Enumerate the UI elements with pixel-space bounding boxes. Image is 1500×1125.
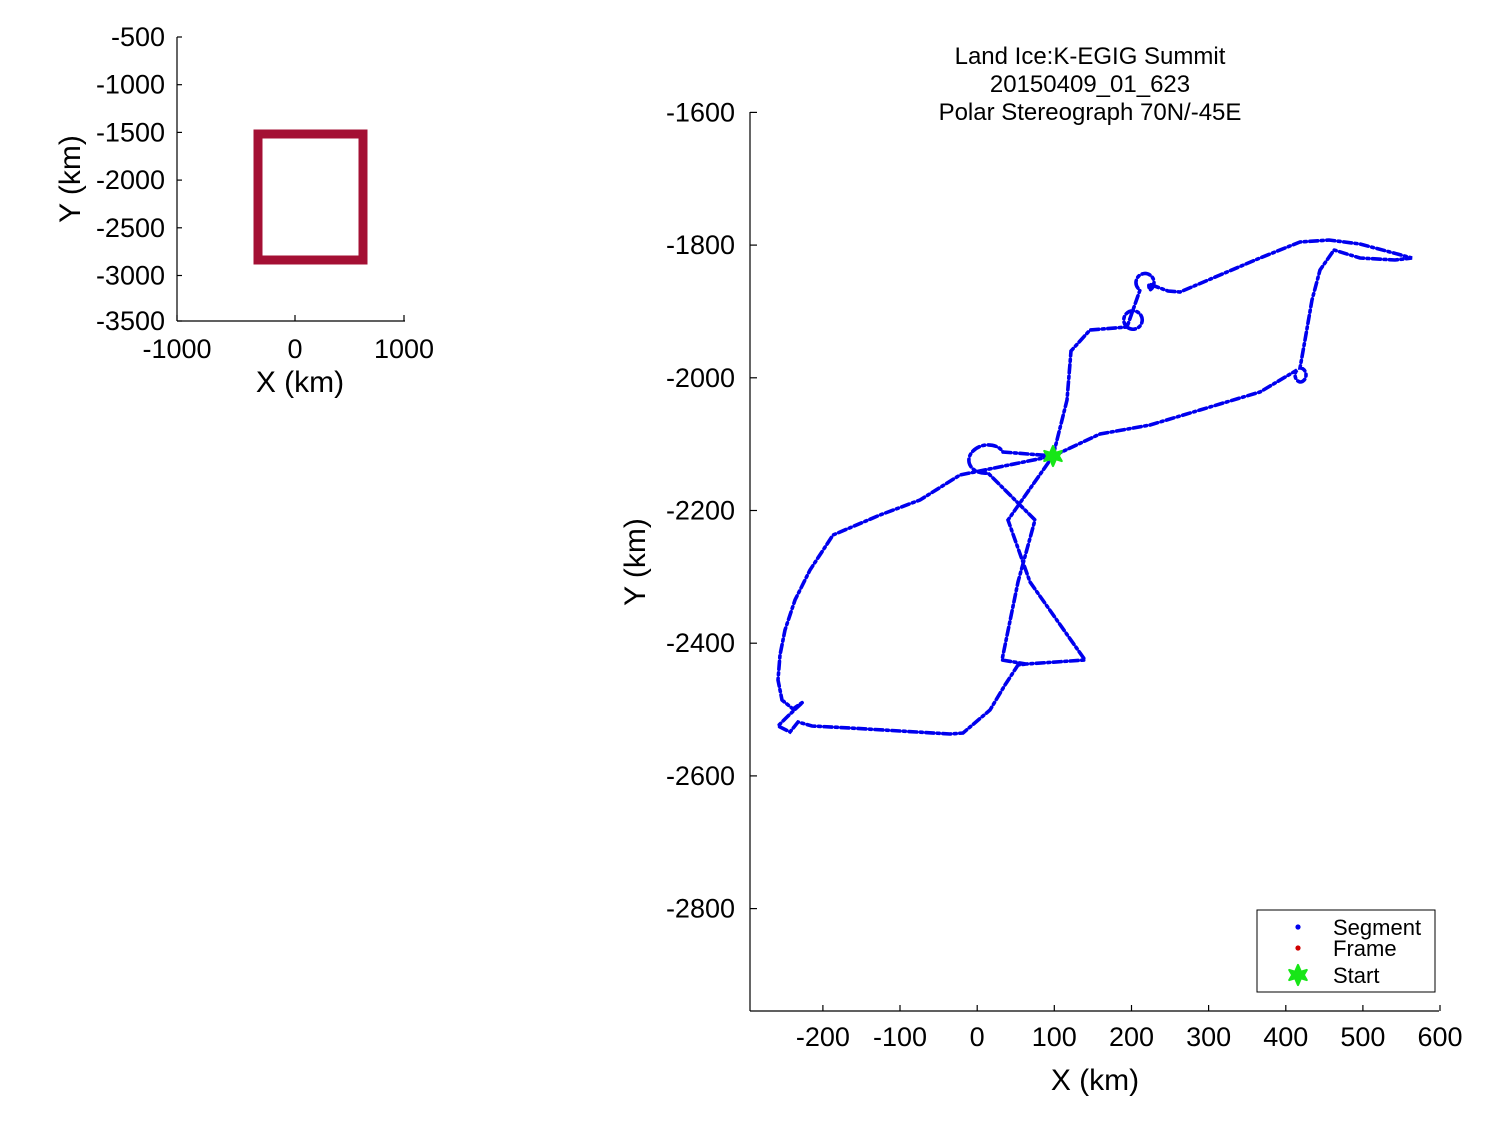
svg-text:-2400: -2400: [666, 628, 735, 658]
svg-text:Frame: Frame: [1333, 936, 1397, 961]
svg-text:-500: -500: [111, 22, 165, 52]
svg-text:-2200: -2200: [666, 496, 735, 526]
svg-text:-1500: -1500: [96, 117, 165, 147]
svg-text:Y (km): Y (km): [619, 518, 652, 606]
svg-text:200: 200: [1109, 1022, 1154, 1052]
svg-text:Polar Stereograph 70N/-45E: Polar Stereograph 70N/-45E: [939, 99, 1242, 126]
svg-text:-2600: -2600: [666, 761, 735, 791]
svg-text:Start: Start: [1333, 963, 1379, 988]
svg-text:X (km): X (km): [1051, 1064, 1139, 1097]
svg-text:-3500: -3500: [96, 306, 165, 336]
svg-text:0: 0: [287, 334, 302, 364]
svg-text:-2000: -2000: [96, 165, 165, 195]
svg-text:-2000: -2000: [666, 363, 735, 393]
svg-text:Land Ice:K-EGIG Summit: Land Ice:K-EGIG Summit: [955, 43, 1226, 70]
svg-text:300: 300: [1186, 1022, 1231, 1052]
svg-text:20150409_01_623: 20150409_01_623: [990, 71, 1190, 98]
svg-text:-1000: -1000: [96, 70, 165, 100]
svg-text:-1800: -1800: [666, 230, 735, 260]
svg-text:0: 0: [970, 1022, 985, 1052]
svg-text:-1000: -1000: [142, 334, 211, 364]
svg-text:1000: 1000: [374, 334, 434, 364]
svg-text:500: 500: [1340, 1022, 1385, 1052]
svg-text:-3000: -3000: [96, 261, 165, 291]
svg-text:-2500: -2500: [96, 213, 165, 243]
svg-text:400: 400: [1263, 1022, 1308, 1052]
svg-text:-200: -200: [796, 1022, 850, 1052]
svg-text:X (km): X (km): [256, 366, 344, 399]
svg-text:100: 100: [1032, 1022, 1077, 1052]
svg-text:-2800: -2800: [666, 894, 735, 924]
svg-text:600: 600: [1417, 1022, 1462, 1052]
svg-text:-100: -100: [873, 1022, 927, 1052]
svg-text:-1600: -1600: [666, 97, 735, 127]
svg-text:Y (km): Y (km): [54, 135, 87, 223]
